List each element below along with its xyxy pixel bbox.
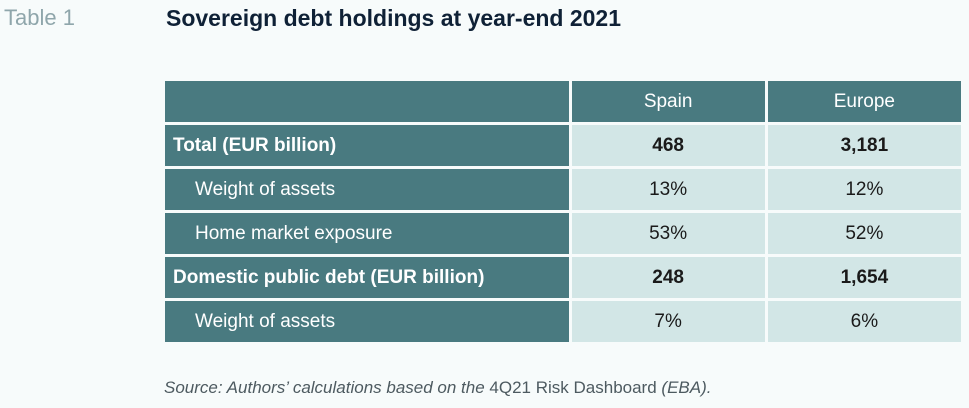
source-text-part: (EBA). <box>656 378 712 397</box>
header-blank-cell <box>165 81 569 122</box>
table-row: Weight of assets 13% 12% <box>165 169 961 210</box>
table-row: Domestic public debt (EUR billion) 248 1… <box>165 257 961 298</box>
row-label: Weight of assets <box>165 169 569 210</box>
source-note: Source: Authors’ calculations based on t… <box>164 378 711 398</box>
cell-spain: 13% <box>571 169 765 210</box>
source-report-name: 4Q21 Risk Dashboard <box>489 378 657 397</box>
table-number-label: Table 1 <box>4 5 75 30</box>
sovereign-debt-table: Spain Europe Total (EUR billion) 468 3,1… <box>162 78 964 345</box>
row-label: Total (EUR billion) <box>165 125 569 166</box>
cell-spain: 468 <box>571 125 765 166</box>
cell-spain: 248 <box>571 257 765 298</box>
cell-europe: 6% <box>767 301 961 342</box>
table-header-row: Spain Europe <box>165 81 961 122</box>
table-row: Weight of assets 7% 6% <box>165 301 961 342</box>
table-row: Total (EUR billion) 468 3,181 <box>165 125 961 166</box>
row-label: Weight of assets <box>165 301 569 342</box>
cell-europe: 52% <box>767 213 961 254</box>
cell-europe: 3,181 <box>767 125 961 166</box>
column-header-europe: Europe <box>767 81 961 122</box>
row-label: Home market exposure <box>165 213 569 254</box>
source-text-part: Source: Authors’ calculations based on t… <box>164 378 490 397</box>
cell-spain: 53% <box>571 213 765 254</box>
table-title: Sovereign debt holdings at year-end 2021 <box>166 5 622 31</box>
column-header-spain: Spain <box>571 81 765 122</box>
cell-europe: 12% <box>767 169 961 210</box>
cell-europe: 1,654 <box>767 257 961 298</box>
table-row: Home market exposure 53% 52% <box>165 213 961 254</box>
row-label: Domestic public debt (EUR billion) <box>165 257 569 298</box>
cell-spain: 7% <box>571 301 765 342</box>
